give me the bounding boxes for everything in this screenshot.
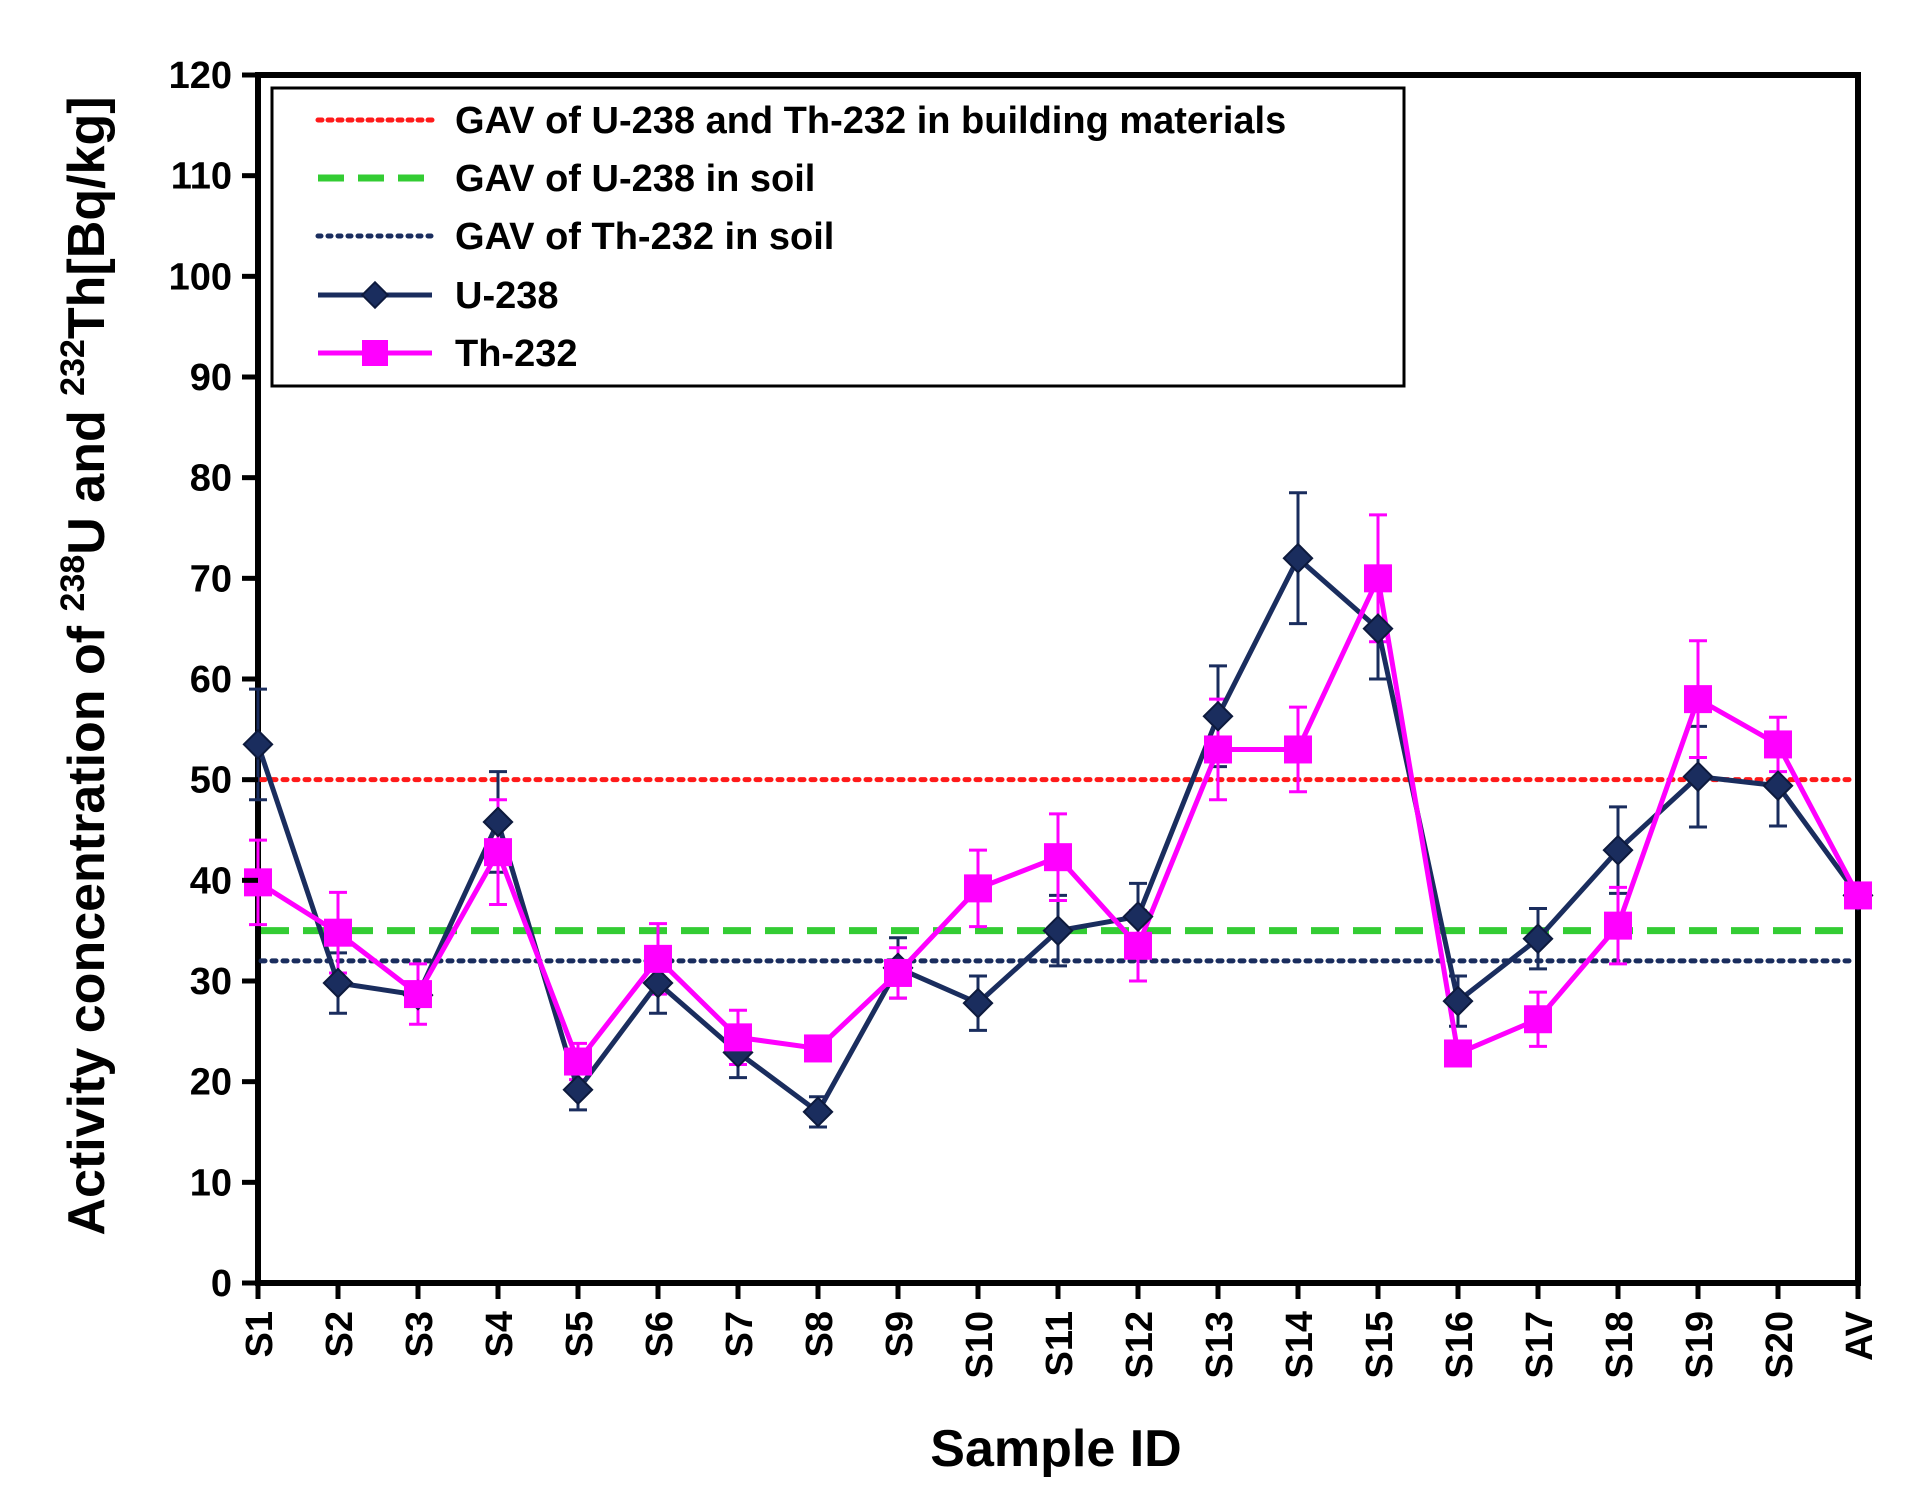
x-category-label-17: S18 [1599,1311,1641,1379]
y-axis-title-sup2: 232 [54,339,92,396]
x-category-label-1: S2 [319,1311,361,1357]
x-category-label-5: S6 [639,1311,681,1357]
marker-u238-16 [1522,923,1554,955]
marker-th232-2 [404,980,432,1009]
legend-marker-u238 [360,280,390,310]
x-category-label-6: S7 [719,1311,761,1357]
y-tick-label-3: 30 [190,961,232,1003]
x-axis: S1 S2 S3 S4 S5 S6 S7 S8 S9 S10 S11 S12 S13 S14 S15 S16 S… [239,1283,1881,1379]
marker-u238-7 [802,1096,834,1128]
series-markers [242,542,1874,1128]
marker-th232-14 [1364,564,1392,593]
x-category-label-18: S19 [1679,1311,1721,1379]
marker-th232-8 [884,958,912,987]
marker-u238-17 [1602,834,1634,866]
marker-u238-14 [1362,613,1394,645]
y-tick-label-11: 110 [171,156,232,198]
x-category-label-15: S16 [1439,1311,1481,1379]
y-axis-title-prefix: Activity concentration of [58,611,116,1235]
marker-th232-5 [644,944,672,973]
x-axis-title: Sample ID [930,1420,1181,1478]
marker-th232-9 [964,874,992,903]
y-tick-label-5: 50 [190,760,232,802]
y-axis: 0 10 20 30 40 50 60 70 80 90 100 110 120 [169,55,258,1305]
y-tick-label-7: 70 [190,558,232,600]
legend-label-u238: U-238 [455,275,559,317]
marker-th232-6 [724,1023,752,1052]
y-tick-label-9: 90 [190,357,232,399]
marker-th232-10 [1044,843,1072,872]
marker-th232-7 [804,1034,832,1063]
y-axis-title-mid: U and [58,396,116,555]
x-category-label-20: AV [1839,1310,1881,1361]
x-category-label-14: S15 [1359,1311,1401,1379]
y-tick-label-1: 10 [190,1162,232,1204]
y-tick-label-2: 20 [190,1062,232,1104]
marker-th232-16 [1524,1005,1552,1034]
marker-u238-12 [1202,700,1234,732]
legend: GAV of U-238 and Th-232 in building mate… [270,86,1406,388]
y-axis-title-suffix: Th[Bq/kg] [58,96,116,339]
marker-th232-13 [1284,735,1312,764]
marker-u238-5 [642,967,674,999]
marker-th232-4 [564,1047,592,1076]
marker-u238-3 [482,806,514,838]
marker-th232-15 [1444,1039,1472,1068]
legend-label-ref-u-soil: GAV of U-238 in soil [455,158,815,200]
marker-u238-0 [242,728,274,760]
marker-th232-19 [1764,730,1792,759]
x-category-label-8: S9 [879,1311,921,1357]
marker-u238-1 [322,967,354,999]
y-tick-label-0: 0 [211,1263,232,1305]
marker-th232-18 [1684,685,1712,714]
legend-box [270,86,1406,388]
legend-label-ref-building: GAV of U-238 and Th-232 in building mate… [455,100,1286,142]
x-category-label-11: S12 [1119,1311,1161,1379]
x-category-label-7: S8 [799,1311,841,1357]
marker-u238-11 [1122,901,1154,933]
marker-th232-12 [1204,735,1232,764]
marker-u238-10 [1042,915,1074,947]
marker-u238-18 [1682,761,1714,793]
x-category-label-13: S14 [1279,1311,1321,1379]
x-category-label-3: S4 [479,1311,521,1357]
x-category-label-2: S3 [399,1311,441,1357]
y-tick-label-10: 100 [169,256,232,298]
marker-th232-20 [1844,881,1872,910]
marker-u238-9 [962,987,994,1019]
marker-th232-11 [1124,931,1152,960]
marker-u238-13 [1282,542,1314,574]
x-category-label-19: S20 [1759,1311,1801,1379]
legend-marker-th232 [362,340,388,366]
y-tick-label-4: 40 [190,860,232,902]
y-tick-label-8: 80 [190,458,232,500]
legend-label-ref-th-soil: GAV of Th-232 in soil [455,216,834,258]
y-tick-label-12: 120 [169,55,232,97]
x-category-label-4: S5 [559,1311,601,1357]
marker-u238-4 [562,1074,594,1106]
marker-th232-1 [324,918,352,947]
x-category-label-12: S13 [1199,1311,1241,1379]
y-axis-title: Activity concentration of 238U and 232Th… [54,96,116,1235]
y-axis-title-sup1: 238 [54,555,92,612]
x-category-label-10: S11 [1039,1311,1081,1377]
x-category-label-0: S1 [239,1311,281,1357]
x-category-label-16: S17 [1519,1311,1561,1379]
legend-label-th232: Th-232 [455,333,577,375]
error-bars [249,491,1787,1129]
marker-th232-3 [484,838,512,867]
y-tick-label-6: 60 [190,659,232,701]
marker-th232-17 [1604,911,1632,940]
x-category-label-9: S10 [959,1311,1001,1379]
marker-u238-15 [1442,985,1474,1017]
marker-u238-19 [1762,770,1794,802]
